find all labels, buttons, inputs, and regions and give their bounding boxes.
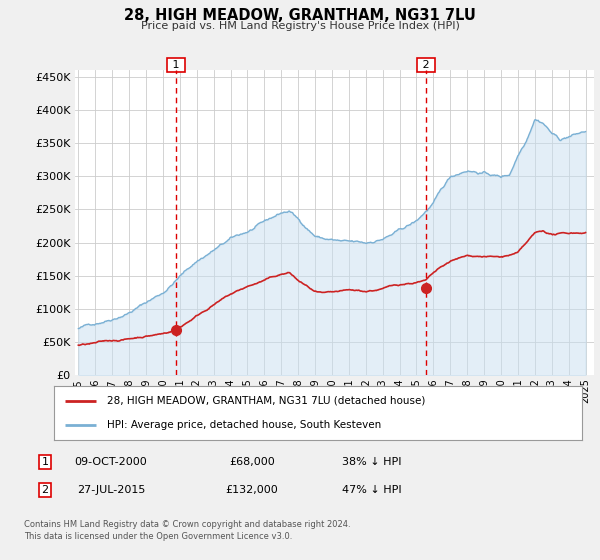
Text: 1: 1: [41, 457, 49, 467]
Text: 27-JUL-2015: 27-JUL-2015: [77, 485, 145, 495]
Text: Contains HM Land Registry data © Crown copyright and database right 2024.: Contains HM Land Registry data © Crown c…: [24, 520, 350, 529]
Text: 2: 2: [41, 485, 49, 495]
Text: Price paid vs. HM Land Registry's House Price Index (HPI): Price paid vs. HM Land Registry's House …: [140, 21, 460, 31]
Text: 2: 2: [419, 60, 433, 70]
Text: 09-OCT-2000: 09-OCT-2000: [74, 457, 148, 467]
Text: 28, HIGH MEADOW, GRANTHAM, NG31 7LU (detached house): 28, HIGH MEADOW, GRANTHAM, NG31 7LU (det…: [107, 396, 425, 406]
Text: This data is licensed under the Open Government Licence v3.0.: This data is licensed under the Open Gov…: [24, 532, 292, 541]
Text: £132,000: £132,000: [226, 485, 278, 495]
Text: 28, HIGH MEADOW, GRANTHAM, NG31 7LU: 28, HIGH MEADOW, GRANTHAM, NG31 7LU: [124, 8, 476, 24]
Text: £68,000: £68,000: [229, 457, 275, 467]
Text: HPI: Average price, detached house, South Kesteven: HPI: Average price, detached house, Sout…: [107, 420, 381, 430]
Text: 47% ↓ HPI: 47% ↓ HPI: [342, 485, 402, 495]
Text: 1: 1: [169, 60, 183, 70]
Text: 38% ↓ HPI: 38% ↓ HPI: [342, 457, 402, 467]
